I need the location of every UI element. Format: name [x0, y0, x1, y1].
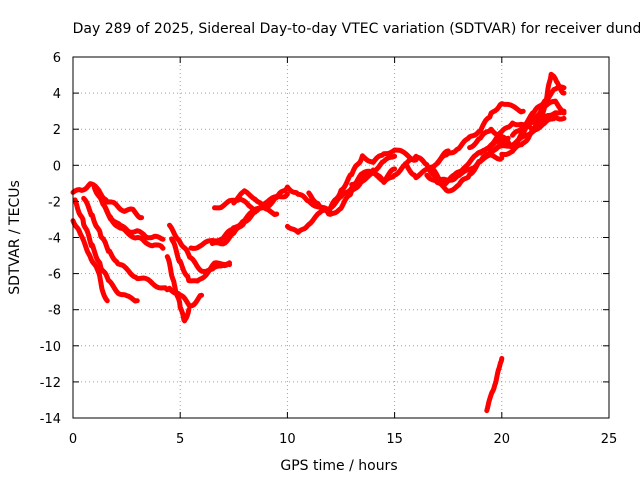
series-arc-30 — [484, 355, 505, 414]
series-arc-7 — [164, 254, 192, 324]
series-arc-13 — [231, 188, 280, 217]
series-arc-18 — [327, 147, 419, 212]
y-tick-label: -4 — [48, 232, 61, 247]
series-arc-6 — [100, 200, 166, 242]
y-tick-label: -10 — [40, 340, 61, 355]
x-tick-label: 15 — [386, 432, 403, 447]
x-tick-label: 10 — [279, 432, 296, 447]
series-arc-26 — [477, 114, 567, 156]
series-arc-9 — [167, 222, 232, 275]
data-series — [70, 71, 567, 414]
series-arc-10 — [169, 236, 232, 284]
series-arc-24 — [435, 101, 526, 166]
x-tick-label: 5 — [176, 432, 184, 447]
x-axis-title: GPS time / hours — [280, 458, 397, 474]
y-tick-label: -6 — [48, 268, 61, 283]
series-arc-2 — [70, 218, 110, 304]
series-arc-4 — [81, 195, 170, 293]
x-tick-label: 0 — [69, 432, 77, 447]
series-arc-8 — [167, 285, 205, 309]
chart-title: Day 289 of 2025, Sidereal Day-to-day VTE… — [73, 21, 640, 37]
axis-ticks: 0 5 10 15 20 25 -14 -12 -10 -8 -6 -4 -2 0 2 4 6 — [40, 51, 618, 447]
y-tick-label: 4 — [53, 87, 61, 102]
y-tick-label: -2 — [48, 195, 61, 210]
x-tick-label: 25 — [601, 432, 618, 447]
series-arc-3 — [72, 197, 140, 304]
series-arc-28 — [499, 71, 567, 157]
y-axis-title: SDTVAR / TECUs — [7, 180, 23, 295]
series-arc-14 — [212, 196, 260, 214]
y-tick-label: -12 — [40, 376, 61, 391]
series-arc-15 — [252, 184, 333, 215]
y-tick-label: 0 — [53, 159, 61, 174]
y-tick-label: 2 — [53, 123, 61, 138]
y-tick-label: 6 — [53, 51, 61, 66]
series-arc-12 — [209, 209, 258, 247]
series-arc-29 — [510, 84, 567, 138]
series-arc-1 — [70, 181, 145, 221]
y-tick-label: -8 — [48, 304, 61, 319]
y-tick-label: -14 — [40, 412, 61, 427]
x-tick-label: 20 — [494, 432, 511, 447]
grid — [73, 57, 609, 418]
